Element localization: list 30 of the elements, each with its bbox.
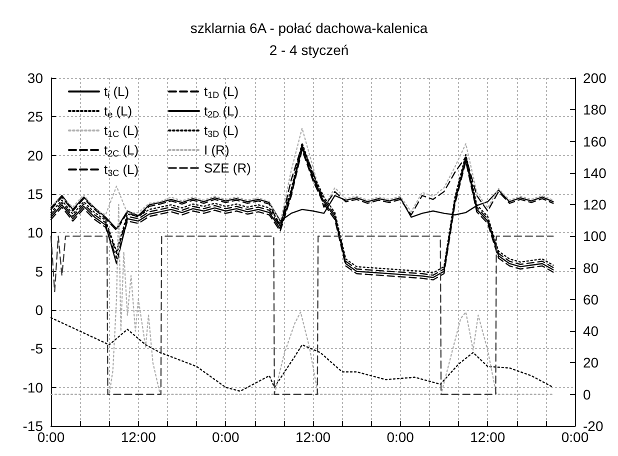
y-tick-label: -5 (30, 340, 44, 357)
y2-tick-label: 180 (583, 102, 607, 118)
x-tick-label: 0:00 (212, 429, 240, 445)
y-tick-label: 20 (27, 147, 44, 164)
x-tick-label: 12:00 (120, 429, 156, 445)
legend-label: SZE (R) (204, 160, 251, 176)
y-tick-label: -10 (22, 379, 44, 396)
y2-tick-label: 200 (583, 70, 607, 86)
y2-tick-label: 140 (583, 164, 607, 181)
x-tick-label: 0:00 (386, 429, 414, 445)
y-tick-label: 10 (27, 224, 44, 241)
y-tick-label: 5 (35, 263, 44, 280)
y-tick-label: 25 (27, 108, 44, 125)
y2-tick-label: 100 (583, 228, 607, 244)
chart-title: szklarnia 6A - połać dachowa-kalenica (190, 20, 428, 36)
chart-subtitle: 2 - 4 styczeń (269, 42, 349, 58)
x-tick-label: 12:00 (295, 429, 331, 445)
x-tick-label: 0:00 (561, 429, 589, 445)
y2-tick-label: 40 (583, 323, 599, 340)
y-tick-label: 30 (27, 70, 44, 86)
y2-tick-label: 160 (583, 133, 607, 150)
y2-tick-label: 20 (583, 354, 599, 371)
y2-tick-label: 120 (583, 196, 607, 213)
x-tick-label: 12:00 (470, 429, 506, 445)
y-tick-label: 0 (35, 302, 44, 318)
legend-label: I (R) (204, 142, 230, 158)
y2-tick-label: 80 (583, 260, 599, 276)
y2-tick-label: 60 (583, 291, 599, 308)
y2-tick-label: 0 (583, 386, 591, 402)
y-tick-label: 15 (27, 186, 44, 202)
